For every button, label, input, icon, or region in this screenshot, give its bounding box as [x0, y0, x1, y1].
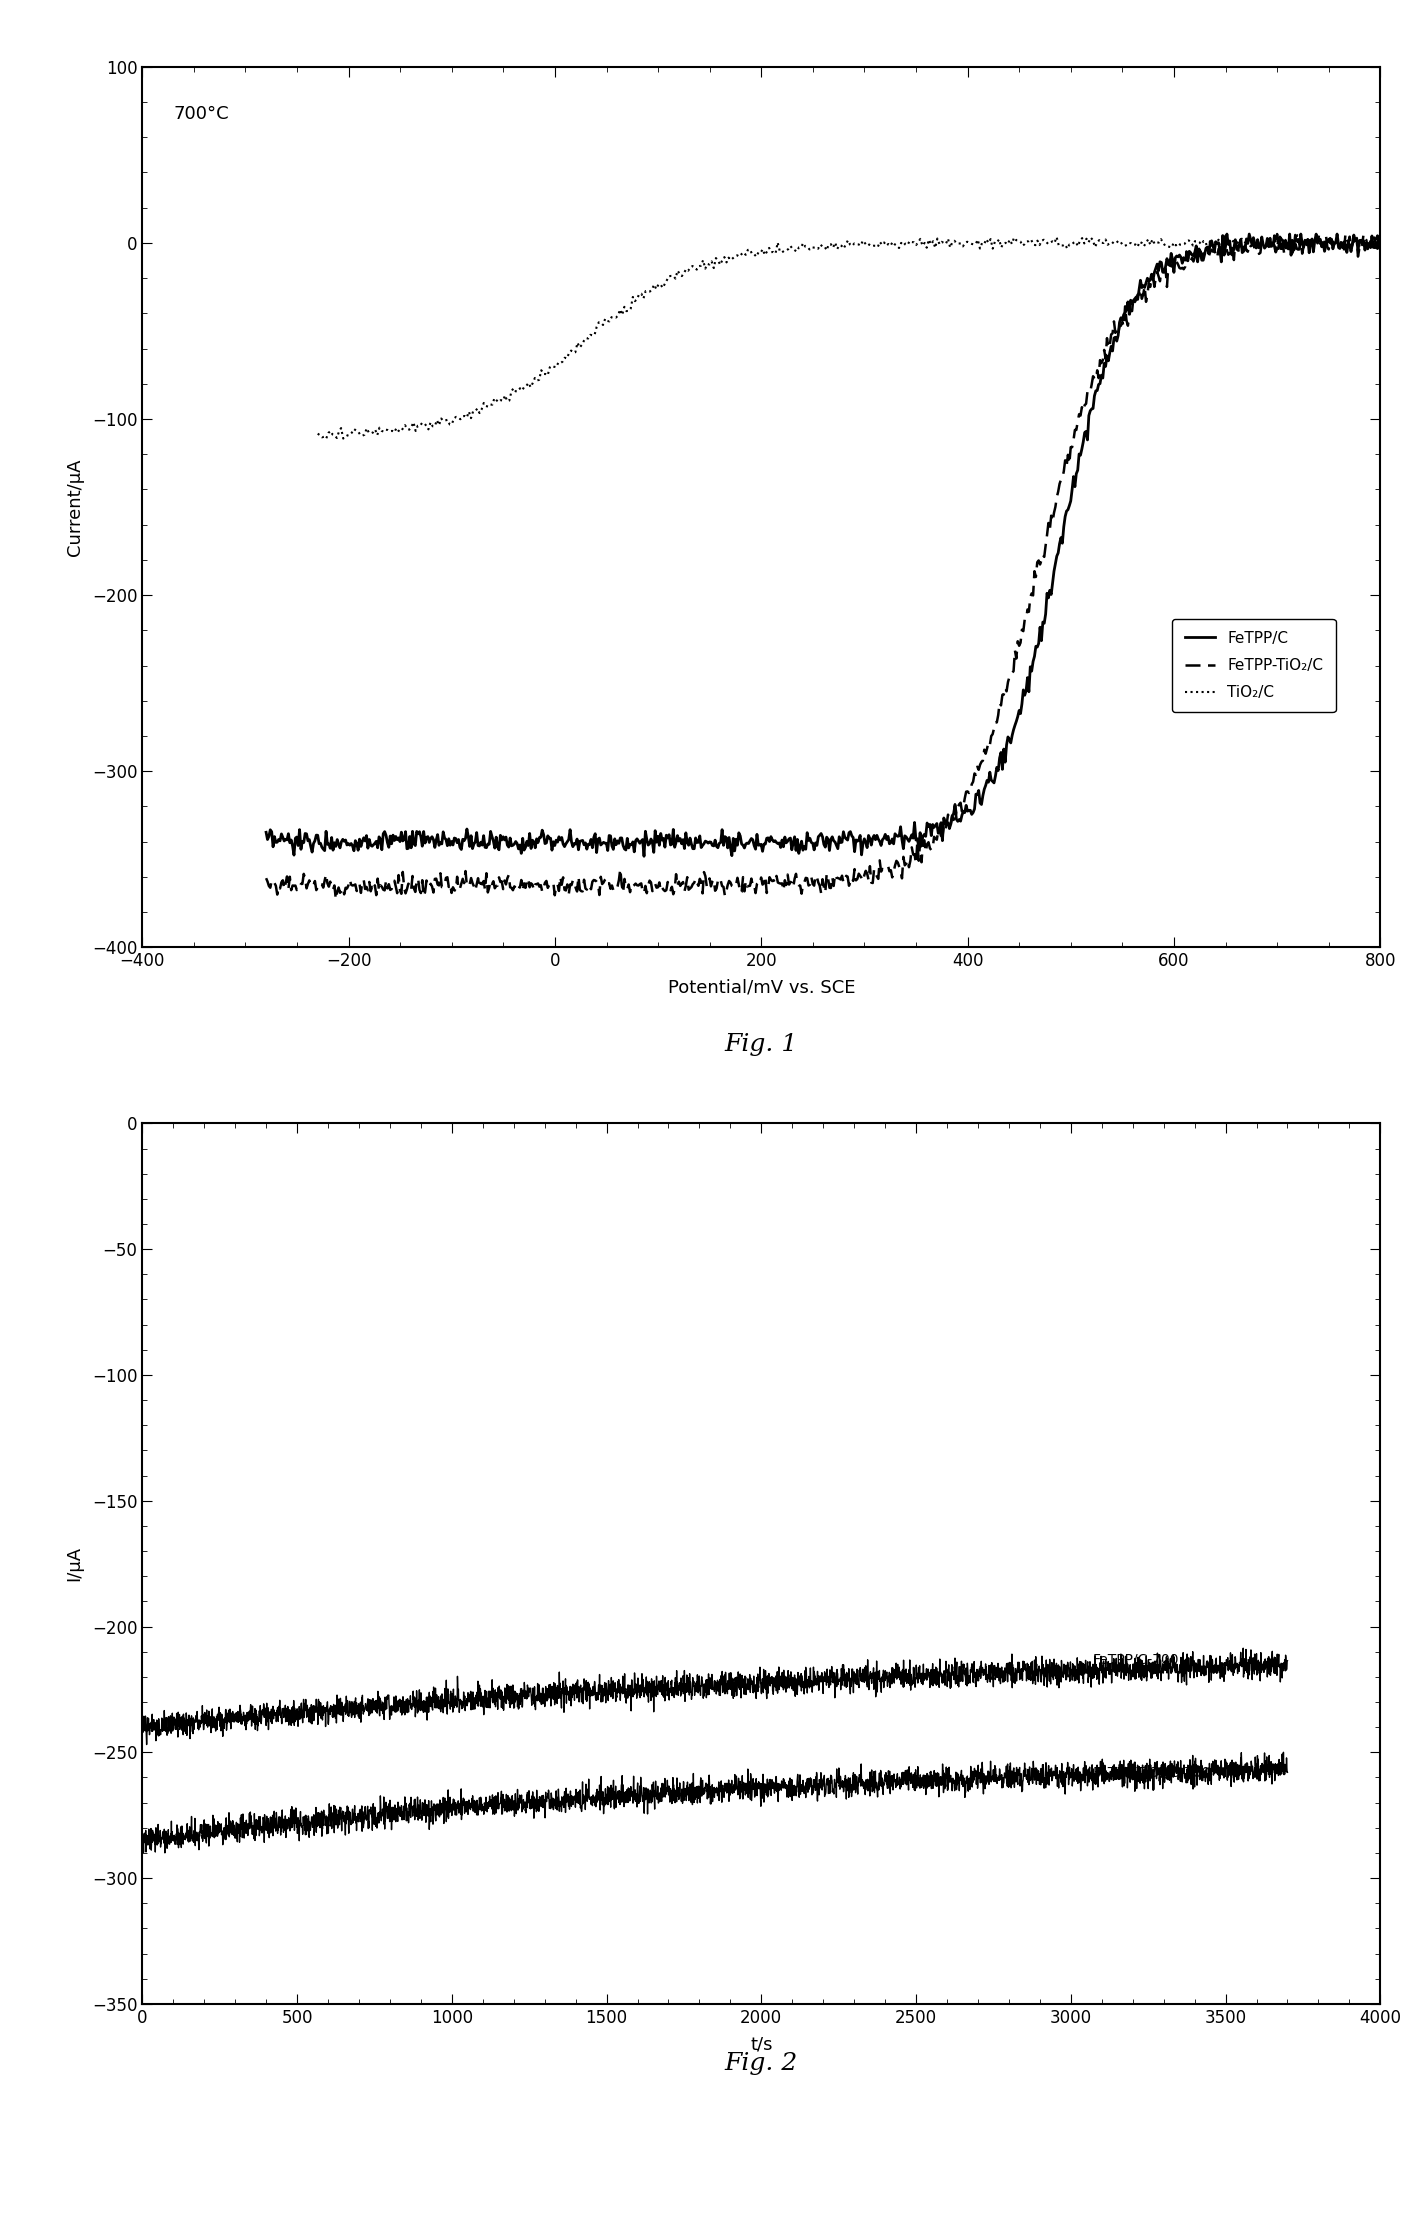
- X-axis label: t/s: t/s: [750, 2036, 773, 2054]
- Text: FeTPP-TiO₂/C-700: FeTPP-TiO₂/C-700: [1093, 1764, 1211, 1780]
- Text: Fig. 2: Fig. 2: [724, 2051, 798, 2076]
- Legend: FeTPP/C, FeTPP-TiO₂/C, TiO₂/C: FeTPP/C, FeTPP-TiO₂/C, TiO₂/C: [1173, 619, 1336, 712]
- Text: 700°C: 700°C: [174, 105, 229, 125]
- Text: Fig. 1: Fig. 1: [724, 1032, 798, 1055]
- Y-axis label: I/μA: I/μA: [65, 1546, 84, 1582]
- Text: FeTPP/C-700: FeTPP/C-700: [1093, 1653, 1180, 1667]
- X-axis label: Potential/mV vs. SCE: Potential/mV vs. SCE: [667, 979, 855, 997]
- Y-axis label: Current/μA: Current/μA: [65, 458, 84, 556]
